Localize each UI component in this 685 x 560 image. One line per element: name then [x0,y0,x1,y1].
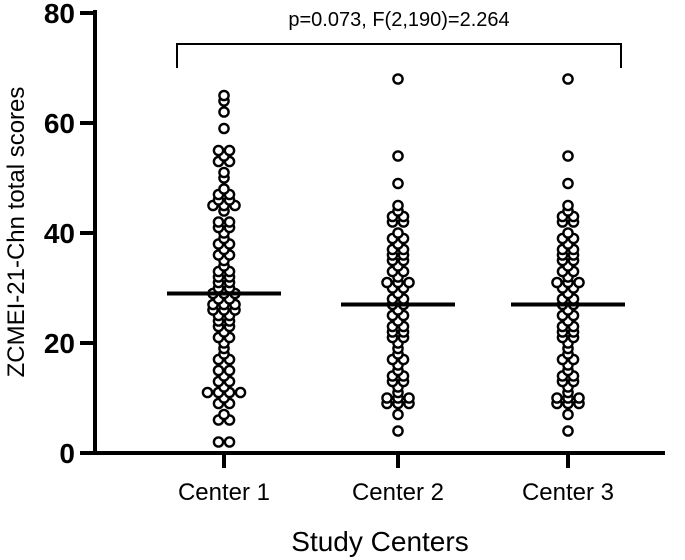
data-point [392,177,404,190]
data-point [201,386,214,399]
data-point [562,227,574,239]
y-tick-label: 60 [44,108,75,139]
data-point [218,183,230,195]
significance-annotation: p=0.073, F(2,190)=2.264 [288,9,509,31]
data-point [562,199,574,212]
data-point [551,276,563,289]
median-lines [167,291,625,307]
data-point [218,408,230,421]
data-point [218,166,230,179]
data-point [392,73,404,85]
data-point [218,89,230,102]
x-axis-title: Study Centers [291,526,468,557]
data-point [573,276,585,289]
data-point [551,392,563,404]
x-ticks: Center 1 Center 2 Center 3 [178,453,614,506]
data-point [223,436,236,448]
data-point [218,122,230,135]
data-point [573,392,585,404]
data-point [392,227,404,239]
data-point [562,425,574,437]
data-point [392,425,404,437]
x-category-label: Center 1 [178,479,270,506]
x-category-label: Center 2 [352,479,444,506]
data-point [234,386,247,399]
data-point [381,392,393,404]
data-point [392,408,404,421]
data-point [562,150,574,162]
significance-bracket [176,43,622,68]
data-point [212,436,225,448]
data-point [223,144,236,157]
y-axis-title: ZCMEI-21-Chn total scores [3,87,30,378]
y-tick-label: 20 [44,328,75,359]
data-point [381,276,393,289]
data-point [212,364,225,377]
data-point [562,177,574,190]
data-point [212,216,225,228]
data-point [403,392,415,404]
y-ticks: 0 20 40 60 80 [44,0,95,469]
data-point [562,73,574,85]
data-point [392,150,404,162]
data-point [212,144,225,157]
data-point [562,408,574,421]
x-category-label: Center 3 [522,479,614,506]
data-point [392,199,404,212]
data-point [218,106,230,118]
data-point [403,276,415,289]
y-tick-label: 40 [44,218,75,249]
y-tick-label: 0 [59,438,75,469]
y-tick-label: 80 [44,0,75,29]
data-point [223,364,236,377]
data-points [201,73,585,448]
data-point [223,216,236,228]
